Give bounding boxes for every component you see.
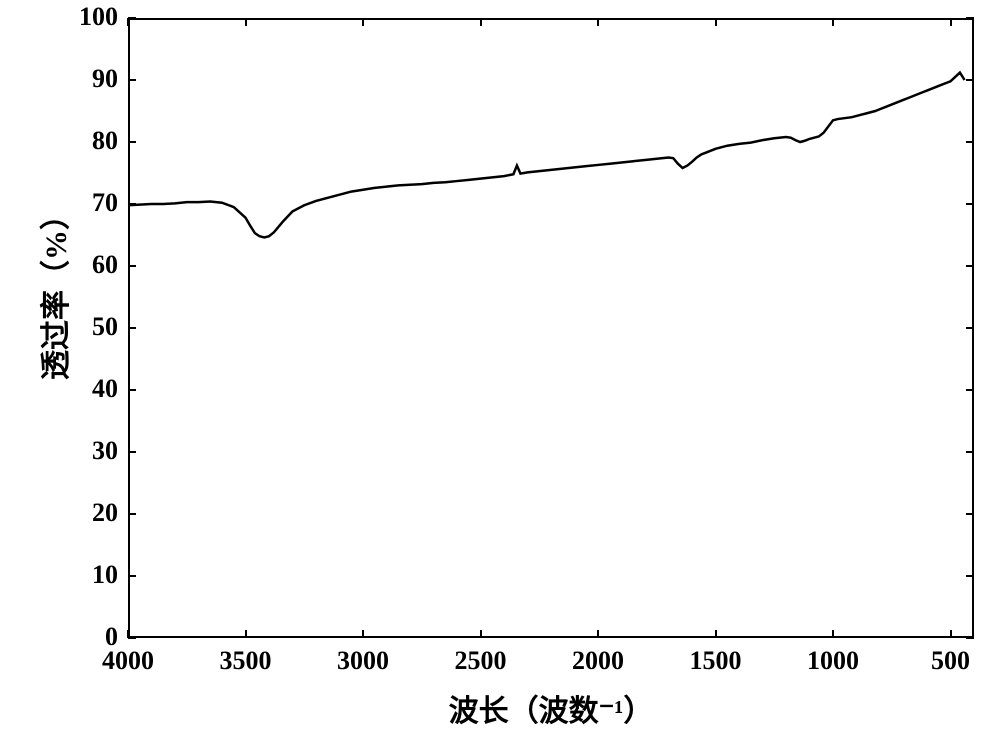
- y-tick-right: [966, 203, 974, 205]
- x-tick-label: 2500: [441, 646, 521, 676]
- x-tick: [127, 630, 129, 638]
- y-tick-right: [966, 17, 974, 19]
- x-tick-label: 1500: [676, 646, 756, 676]
- y-tick-label: 40: [68, 374, 118, 404]
- y-tick-right: [966, 79, 974, 81]
- x-tick: [362, 630, 364, 638]
- y-tick-right: [966, 637, 974, 639]
- y-tick-right: [966, 513, 974, 515]
- x-tick-top: [362, 18, 364, 26]
- y-tick: [128, 637, 136, 639]
- x-tick-top: [832, 18, 834, 26]
- y-tick-label: 80: [68, 126, 118, 156]
- x-tick-label: 3000: [323, 646, 403, 676]
- y-tick-label: 90: [68, 64, 118, 94]
- x-tick: [480, 630, 482, 638]
- y-tick-right: [966, 575, 974, 577]
- spectrum-line: [0, 0, 1000, 753]
- x-tick-top: [245, 18, 247, 26]
- x-tick-top: [597, 18, 599, 26]
- x-tick-label: 4000: [88, 646, 168, 676]
- y-tick: [128, 265, 136, 267]
- y-tick-label: 10: [68, 560, 118, 590]
- x-axis-label: 波长（波数⁻¹）: [431, 686, 671, 730]
- y-tick-right: [966, 327, 974, 329]
- x-tick: [950, 630, 952, 638]
- y-tick: [128, 389, 136, 391]
- x-tick-label: 3500: [206, 646, 286, 676]
- y-tick: [128, 327, 136, 329]
- x-tick-top: [127, 18, 129, 26]
- x-tick-top: [950, 18, 952, 26]
- y-tick-label: 20: [68, 498, 118, 528]
- y-tick-right: [966, 389, 974, 391]
- x-tick-label: 2000: [558, 646, 638, 676]
- y-tick-label: 50: [68, 312, 118, 342]
- y-tick-label: 60: [68, 250, 118, 280]
- y-tick-right: [966, 451, 974, 453]
- y-tick-label: 100: [68, 2, 118, 32]
- y-tick: [128, 141, 136, 143]
- y-tick: [128, 513, 136, 515]
- y-tick: [128, 17, 136, 19]
- x-tick-label: 500: [911, 646, 991, 676]
- x-tick: [715, 630, 717, 638]
- x-tick-top: [480, 18, 482, 26]
- ftir-chart: 透过率（%） 波长（波数⁻¹） 010203040506070809010040…: [0, 0, 1000, 753]
- x-tick-label: 1000: [793, 646, 873, 676]
- x-tick: [245, 630, 247, 638]
- y-tick-label: 70: [68, 188, 118, 218]
- y-tick-label: 30: [68, 436, 118, 466]
- y-tick: [128, 451, 136, 453]
- y-tick: [128, 203, 136, 205]
- x-tick-top: [715, 18, 717, 26]
- x-tick: [597, 630, 599, 638]
- y-tick: [128, 575, 136, 577]
- x-tick: [832, 630, 834, 638]
- y-tick-right: [966, 141, 974, 143]
- y-tick-right: [966, 265, 974, 267]
- y-tick: [128, 79, 136, 81]
